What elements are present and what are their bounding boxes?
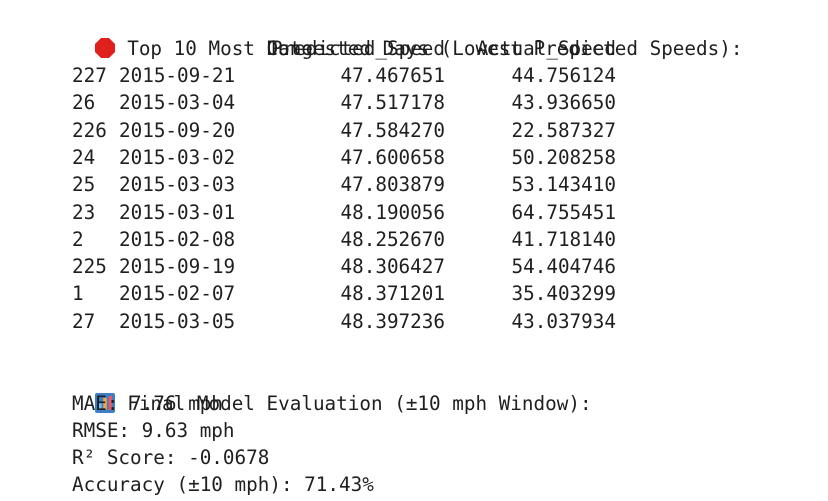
congested-title: Top 10 Most Congested Days (Lowest Predi… xyxy=(127,37,743,60)
row-index: 24 xyxy=(72,145,96,169)
row-predicted-speed: 47.600658 xyxy=(340,145,445,169)
row-date: 2015-03-04 xyxy=(119,91,236,115)
accuracy-line: Accuracy (±10 mph): 71.43% xyxy=(72,473,374,496)
rmse-line: RMSE: 9.63 mph xyxy=(72,419,235,442)
row-index: 23 xyxy=(72,200,96,224)
row-index: 1 xyxy=(72,282,84,306)
row-date: 2015-09-20 xyxy=(119,118,236,142)
row-predicted-speed: 47.584270 xyxy=(340,118,445,142)
row-actual-speed: 64.755451 xyxy=(511,200,616,224)
row-index: 27 xyxy=(72,309,96,333)
row-date: 2015-03-02 xyxy=(119,145,236,169)
row-actual-speed: 53.143410 xyxy=(511,173,616,197)
row-predicted-speed: 48.306427 xyxy=(340,255,445,279)
congested-title-line: Top 10 Most Congested Days (Lowest Predi… xyxy=(72,8,742,60)
row-actual-speed: 22.587327 xyxy=(511,118,616,142)
row-date: 2015-03-01 xyxy=(119,200,236,224)
evaluation-title: Final Model Evaluation (±10 mph Window): xyxy=(127,392,592,415)
row-index: 226 xyxy=(72,118,107,142)
row-actual-speed: 41.718140 xyxy=(511,227,616,251)
row-predicted-speed: 48.371201 xyxy=(340,282,445,306)
row-predicted-speed: 48.190056 xyxy=(340,200,445,224)
row-predicted-speed: 47.467651 xyxy=(340,64,445,87)
row-date: 2015-09-21 xyxy=(119,64,236,87)
column-header-date: Date xyxy=(266,37,313,60)
row-date: 2015-03-03 xyxy=(119,173,236,197)
table-header-row: Date Predicted_Speed Actual_Speed xyxy=(72,35,616,62)
row-actual-speed: 44.756124 xyxy=(511,64,616,87)
row-index: 25 xyxy=(72,173,96,197)
row-date: 2015-03-05 xyxy=(119,309,236,333)
row-actual-speed: 35.403299 xyxy=(511,282,616,306)
row-date: 2015-09-19 xyxy=(119,255,236,279)
bar-chart-icon xyxy=(95,393,116,413)
row-index: 2 xyxy=(72,227,84,251)
row-actual-speed: 43.037934 xyxy=(511,309,616,333)
row-predicted-speed: 48.252670 xyxy=(340,227,445,251)
stop-sign-icon xyxy=(95,38,116,58)
row-actual-speed: 50.208258 xyxy=(511,145,616,169)
mae-line: MAE: 7.76 mph xyxy=(72,392,223,415)
row-predicted-speed: 48.397236 xyxy=(340,309,445,333)
column-header-actual-speed: Actual_Speed xyxy=(476,37,616,60)
row-index: 227 xyxy=(72,64,107,87)
r2-line: R² Score: -0.0678 xyxy=(72,446,270,469)
row-actual-speed: 54.404746 xyxy=(511,255,616,279)
row-predicted-speed: 47.803879 xyxy=(340,173,445,197)
row-date: 2015-02-07 xyxy=(119,282,236,306)
evaluation-title-line: Final Model Evaluation (±10 mph Window): xyxy=(72,363,592,415)
column-header-predicted-speed: Predicted_Speed xyxy=(270,37,445,60)
row-date: 2015-02-08 xyxy=(119,227,236,251)
row-predicted-speed: 47.517178 xyxy=(340,91,445,115)
row-index: 225 xyxy=(72,255,107,279)
row-actual-speed: 43.936650 xyxy=(511,91,616,115)
row-index: 26 xyxy=(72,91,96,115)
